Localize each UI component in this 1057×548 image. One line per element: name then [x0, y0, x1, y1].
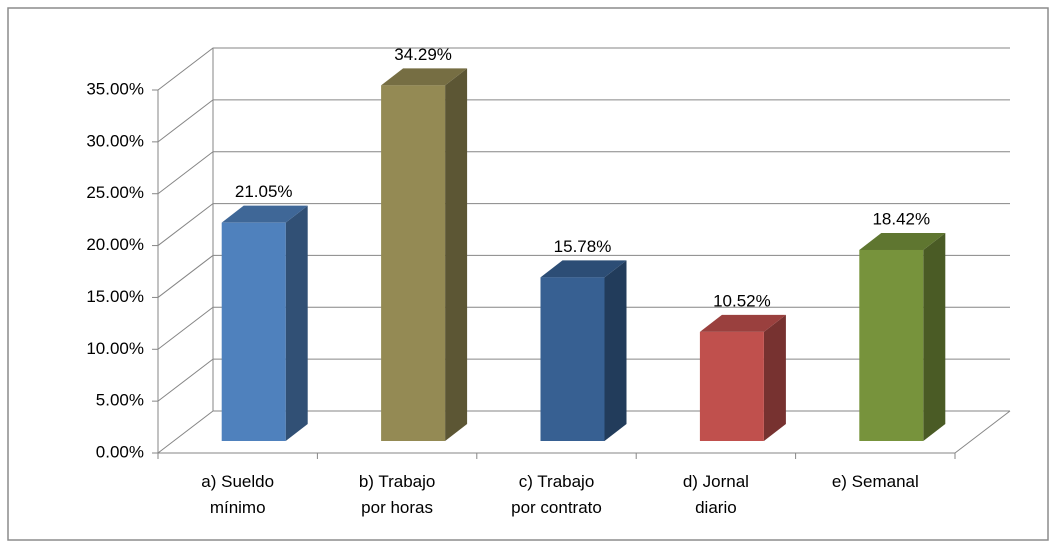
bar-top [381, 68, 468, 86]
bar [540, 277, 605, 441]
bar-top [540, 260, 627, 278]
grid-line [157, 203, 1010, 246]
y-tick-label: 35.00% [86, 79, 144, 98]
data-label: 21.05% [235, 182, 293, 201]
bar-top [859, 232, 946, 250]
bar [859, 249, 924, 441]
x-tick-label: e) Semanal [831, 472, 919, 491]
y-tick-label: 0.00% [96, 442, 144, 461]
y-tick-label: 30.00% [86, 131, 144, 150]
grid-line [157, 254, 1010, 298]
bar [381, 85, 446, 442]
bar-top [221, 205, 308, 223]
grid-line [157, 151, 1010, 195]
bar-side [604, 260, 627, 441]
bar-side [763, 314, 786, 441]
y-tick-label: 25.00% [86, 183, 144, 202]
grid-line [157, 47, 1010, 91]
y-tick-label: 15.00% [86, 287, 144, 306]
y-tick-label: 10.00% [86, 339, 144, 358]
grid-line [157, 306, 1010, 350]
floor-edge [954, 410, 1011, 454]
data-label: 15.78% [554, 237, 612, 256]
y-tick-label: 20.00% [86, 235, 144, 254]
x-tick-label: c) Trabajo por contrato [511, 472, 602, 517]
bar-side [923, 232, 946, 441]
bar-top [699, 314, 786, 332]
data-label: 18.42% [872, 209, 930, 228]
bar [221, 222, 286, 441]
x-tick-label: d) Jornal diario [682, 472, 749, 517]
bar-side [445, 68, 468, 442]
grid-line [157, 99, 1010, 143]
bar [699, 331, 764, 441]
x-tick-label: b) Trabajo por horas [358, 472, 436, 517]
data-label: 10.52% [713, 291, 771, 310]
bar-side [285, 205, 308, 441]
y-tick-label: 5.00% [96, 391, 144, 410]
data-label: 34.29% [394, 45, 452, 64]
x-tick-label: a) Sueldo mínimo [201, 472, 275, 517]
